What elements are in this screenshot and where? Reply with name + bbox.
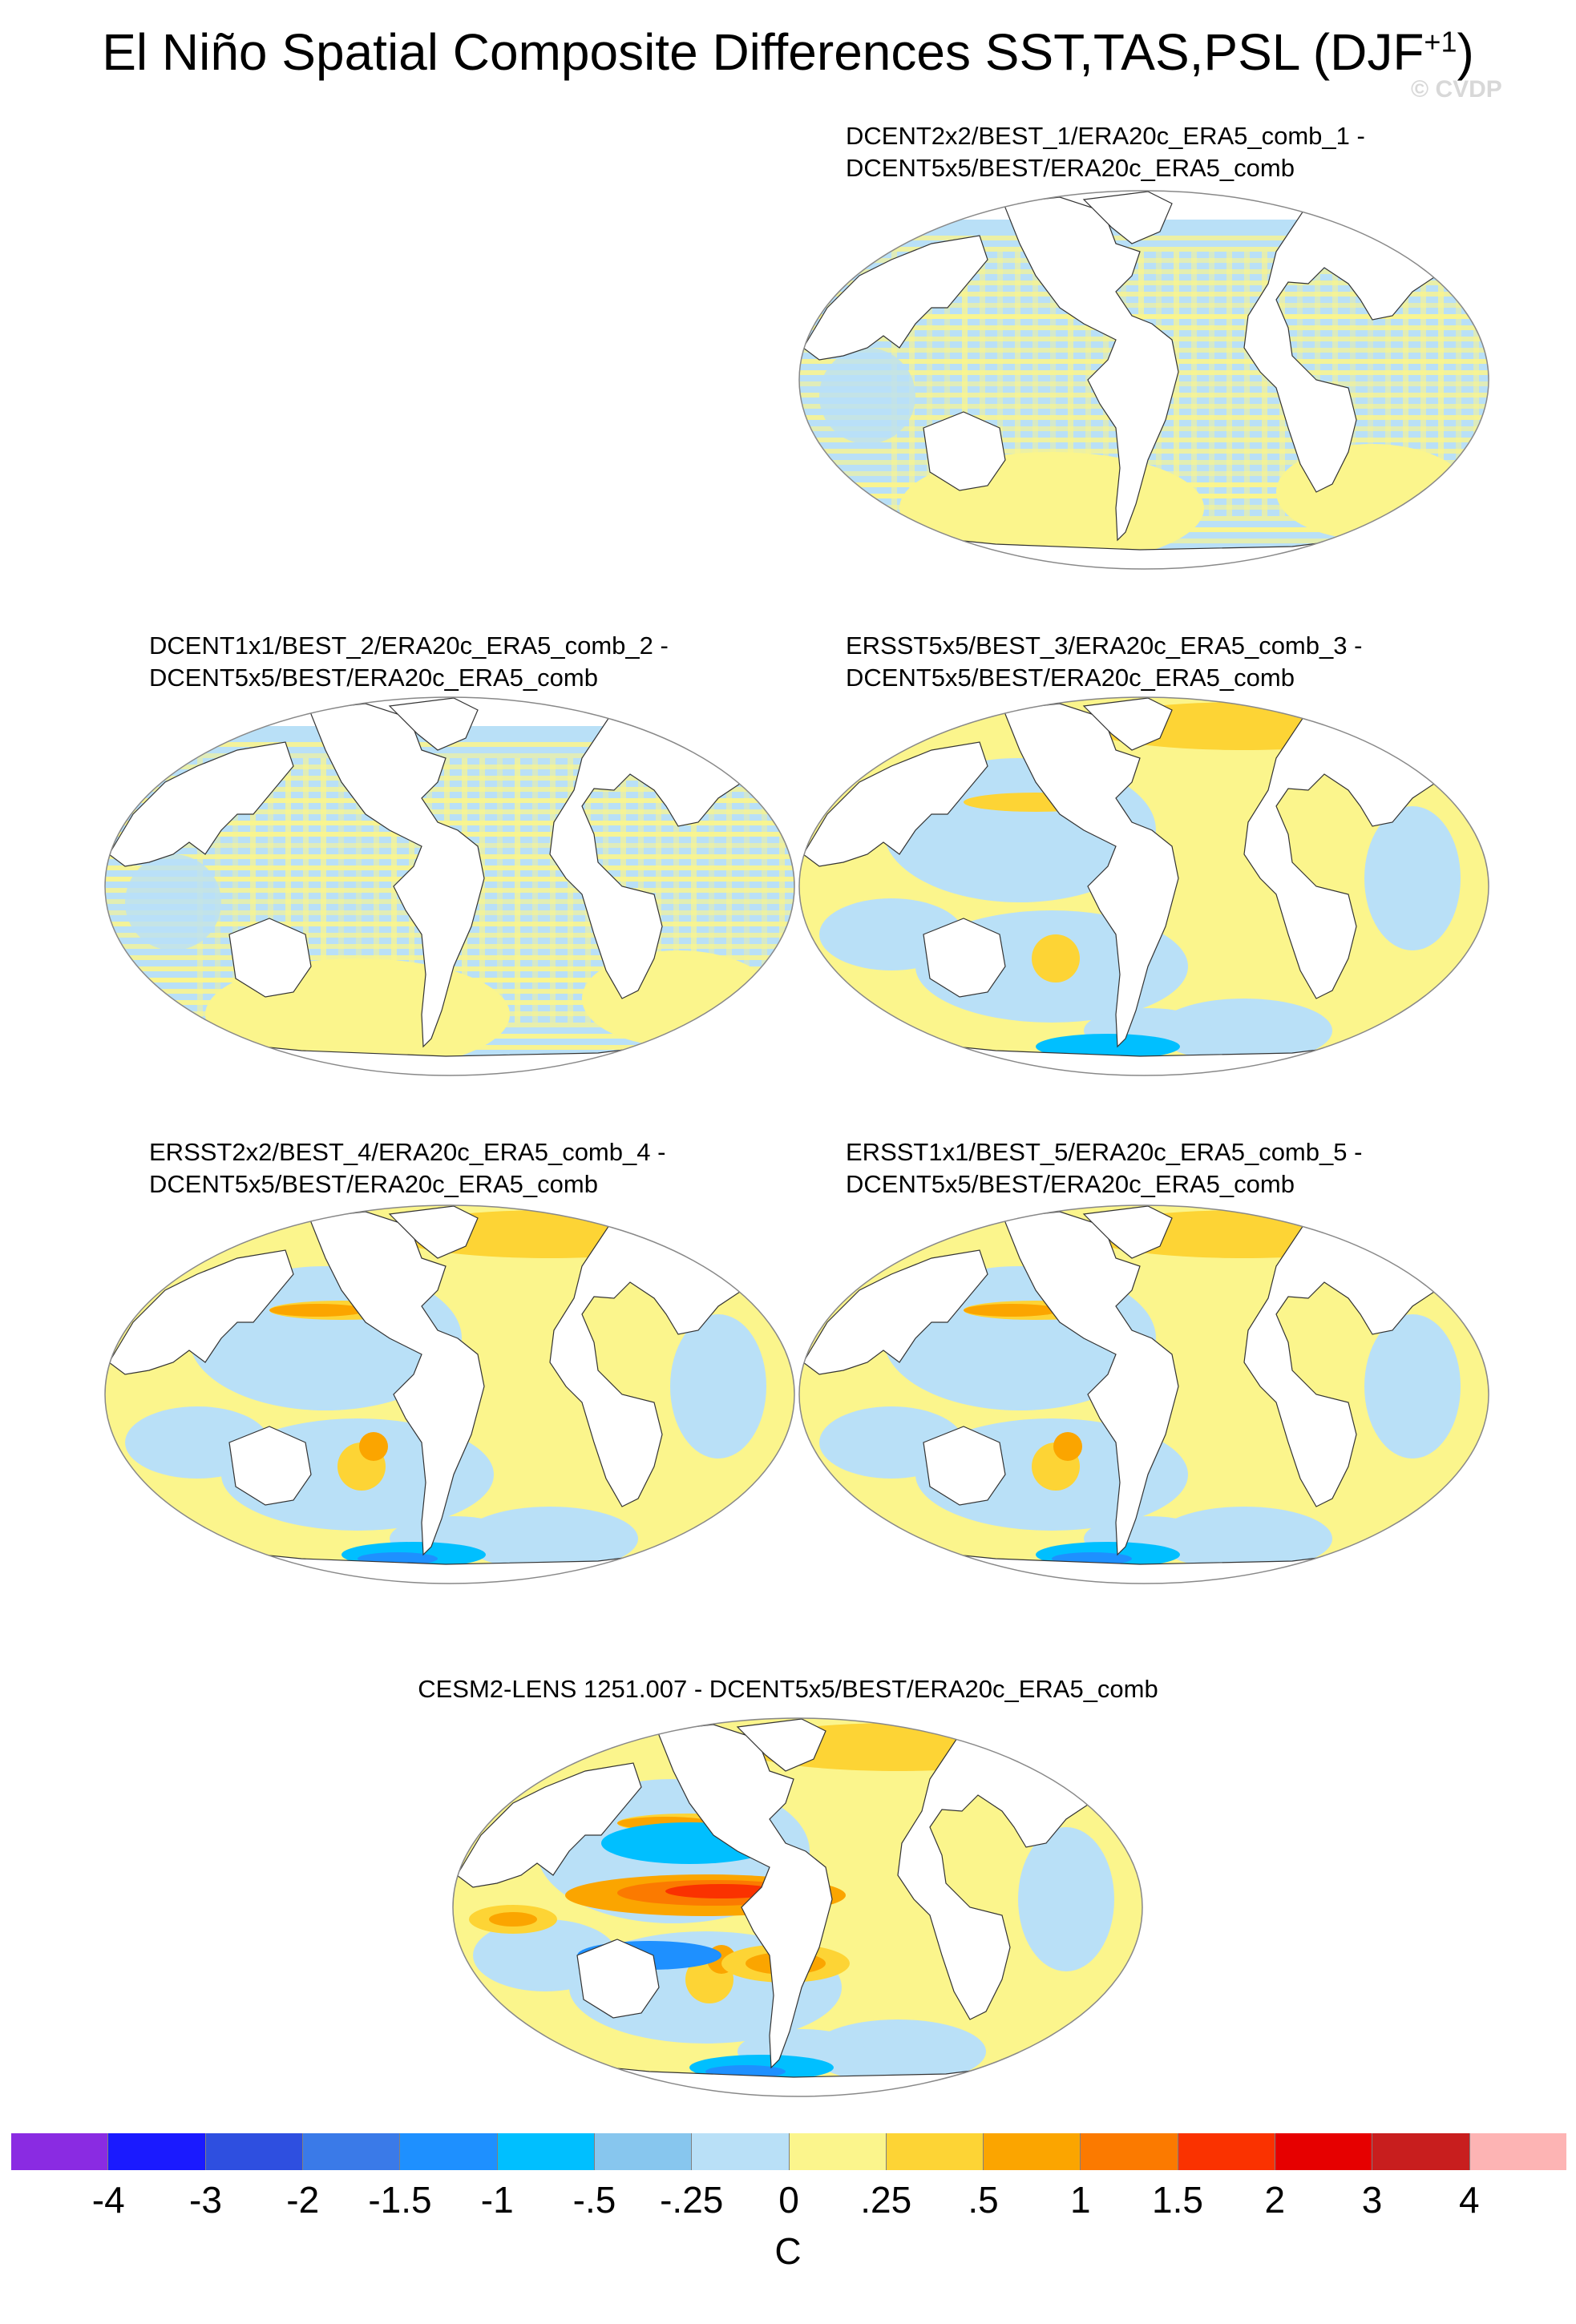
america-land bbox=[309, 703, 485, 1048]
colorbar-box bbox=[497, 2133, 595, 2170]
colorbar-tick-label: -.25 bbox=[660, 2179, 724, 2221]
africa-eurasia-land bbox=[549, 1213, 791, 1507]
asia-west-land bbox=[108, 1249, 294, 1375]
panel-6-map bbox=[452, 1717, 1143, 2097]
colorbar-box bbox=[400, 2133, 498, 2170]
colorbar-tick-label: 1 bbox=[1069, 2179, 1091, 2221]
colorbar-box bbox=[1469, 2133, 1566, 2170]
panel-4-map bbox=[104, 1204, 795, 1584]
australia-land bbox=[576, 1939, 660, 2019]
america-land bbox=[1003, 1211, 1179, 1556]
continents bbox=[108, 697, 791, 1075]
colorbar-tick-label: -1.5 bbox=[368, 2179, 432, 2221]
watermark: © CVDP bbox=[1411, 76, 1502, 103]
colorbar-tick-label: 1.5 bbox=[1152, 2179, 1203, 2221]
greenland-land bbox=[1082, 697, 1173, 751]
asia-west-land bbox=[108, 741, 294, 867]
asia-west-land bbox=[802, 1249, 988, 1375]
asia-west-land bbox=[802, 741, 988, 867]
colorbar-box bbox=[1372, 2133, 1470, 2170]
continents bbox=[108, 1205, 791, 1584]
colorbar-tick-label: -1 bbox=[480, 2179, 514, 2221]
colorbar-tick-label: -3 bbox=[189, 2179, 222, 2221]
panel-5-map bbox=[798, 1204, 1489, 1584]
colorbar-box bbox=[1178, 2133, 1276, 2170]
map-border bbox=[104, 696, 795, 1076]
asia-west-land bbox=[802, 235, 988, 361]
continents bbox=[802, 191, 1485, 569]
colorbar-box bbox=[692, 2133, 790, 2170]
colorbar-box bbox=[1275, 2133, 1373, 2170]
australia-land bbox=[923, 1426, 1006, 1506]
africa-eurasia-land bbox=[1243, 1213, 1485, 1507]
panel-2-title: DCENT1x1/BEST_2/ERA20c_ERA5_comb_2 - DCEN… bbox=[149, 631, 669, 692]
colorbar-tick-label: -2 bbox=[286, 2179, 320, 2221]
colorbar-box bbox=[984, 2133, 1081, 2170]
greenland-land bbox=[1082, 1205, 1173, 1259]
map-border bbox=[798, 190, 1489, 570]
colorbar-tick-label: 2 bbox=[1264, 2179, 1286, 2221]
greenland-land bbox=[388, 697, 479, 751]
greenland-land bbox=[736, 1718, 826, 1772]
map-border bbox=[798, 696, 1489, 1076]
map-border bbox=[104, 1204, 795, 1584]
africa-eurasia-land bbox=[549, 705, 791, 999]
africa-eurasia-land bbox=[1243, 705, 1485, 999]
colorbar-box bbox=[789, 2133, 887, 2170]
colorbar-box bbox=[1081, 2133, 1178, 2170]
colorbar-box bbox=[11, 2133, 109, 2170]
colorbar bbox=[11, 2133, 1566, 2170]
australia-land bbox=[923, 411, 1006, 491]
panel-3-title: ERSST5x5/BEST_3/ERA20c_ERA5_comb_3 - DCEN… bbox=[846, 631, 1363, 692]
colorbar-box bbox=[886, 2133, 984, 2170]
map-border bbox=[452, 1717, 1143, 2097]
colorbar-tick-label: 3 bbox=[1361, 2179, 1383, 2221]
colorbar-tick-label: 4 bbox=[1458, 2179, 1480, 2221]
colorbar-box bbox=[108, 2133, 206, 2170]
colorbar-units: C bbox=[774, 2230, 802, 2272]
greenland-land bbox=[1082, 191, 1173, 244]
australia-land bbox=[923, 918, 1006, 998]
panel-2-map bbox=[104, 696, 795, 1076]
africa-eurasia-land bbox=[1243, 199, 1485, 493]
colorbar-box bbox=[302, 2133, 401, 2170]
colorbar-tick-label: 0 bbox=[778, 2179, 799, 2221]
figure-title: El Niño Spatial Composite Differences SS… bbox=[102, 23, 1474, 81]
panel-1-title: DCENT2x2/BEST_1/ERA20c_ERA5_comb_1 - DCEN… bbox=[846, 122, 1365, 182]
map-border bbox=[798, 1204, 1489, 1584]
colorbar-tick-label: .25 bbox=[860, 2179, 912, 2221]
colorbar-box bbox=[594, 2133, 693, 2170]
colorbar-box bbox=[205, 2133, 303, 2170]
america-land bbox=[657, 1724, 833, 2069]
america-land bbox=[1003, 703, 1179, 1048]
greenland-land bbox=[388, 1205, 479, 1259]
colorbar-tick-label: -4 bbox=[91, 2179, 125, 2221]
panel-1-map bbox=[798, 190, 1489, 570]
australia-land bbox=[228, 918, 312, 998]
panel-5-title: ERSST1x1/BEST_5/ERA20c_ERA5_comb_5 - DCEN… bbox=[846, 1138, 1363, 1198]
panel-6-title: CESM2-LENS 1251.007 - DCENT5x5/BEST/ERA2… bbox=[418, 1675, 1158, 1703]
asia-west-land bbox=[456, 1762, 642, 1888]
panel-4-title: ERSST2x2/BEST_4/ERA20c_ERA5_comb_4 - DCEN… bbox=[149, 1138, 666, 1198]
colorbar-tick-label: .5 bbox=[968, 2179, 999, 2221]
america-land bbox=[309, 1211, 485, 1556]
australia-land bbox=[228, 1426, 312, 1506]
africa-eurasia-land bbox=[897, 1726, 1139, 2020]
colorbar-tick-label: -.5 bbox=[572, 2179, 616, 2221]
america-land bbox=[1003, 196, 1179, 542]
panel-3-map bbox=[798, 696, 1489, 1076]
